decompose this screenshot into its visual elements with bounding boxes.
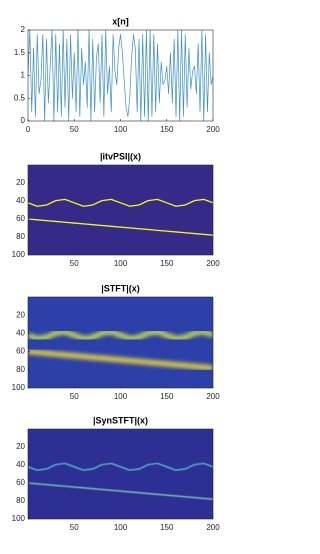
x-tick-label: 200 bbox=[206, 259, 220, 268]
y-tick-label: 20 bbox=[16, 178, 25, 187]
y-tick-label: 80 bbox=[16, 496, 25, 505]
y-tick-label: 1.5 bbox=[14, 48, 26, 57]
y-tick-label: 60 bbox=[16, 214, 25, 223]
data-line bbox=[28, 329, 213, 342]
y-tick-label: 100 bbox=[12, 250, 26, 259]
plot-background bbox=[28, 165, 213, 255]
y-tick-label: 1 bbox=[21, 71, 26, 80]
x-tick-label: 200 bbox=[206, 125, 220, 134]
x-tick-label: 200 bbox=[206, 392, 220, 401]
chart-title: |SynSTFT|(x) bbox=[93, 415, 148, 425]
chart-title: x[n] bbox=[112, 16, 129, 26]
x-tick-label: 0 bbox=[26, 125, 31, 134]
x-tick-label: 150 bbox=[160, 259, 174, 268]
y-tick-label: 20 bbox=[16, 442, 25, 451]
x-tick-label: 100 bbox=[114, 125, 128, 134]
y-tick-label: 40 bbox=[16, 329, 25, 338]
plot-area bbox=[28, 30, 213, 121]
x-tick-label: 150 bbox=[160, 125, 174, 134]
y-tick-label: 80 bbox=[16, 365, 25, 374]
data-line bbox=[28, 482, 213, 500]
y-tick-label: 60 bbox=[16, 478, 25, 487]
x-tick-label: 100 bbox=[114, 392, 128, 401]
y-tick-label: 60 bbox=[16, 347, 25, 356]
plot-area bbox=[28, 198, 213, 236]
x-tick-label: 150 bbox=[160, 523, 174, 532]
y-tick-label: 40 bbox=[16, 460, 25, 469]
y-tick-label: 80 bbox=[16, 232, 25, 241]
x-tick-label: 200 bbox=[206, 523, 220, 532]
y-tick-label: 20 bbox=[16, 310, 25, 319]
plot-background bbox=[28, 297, 213, 388]
y-tick-label: 100 bbox=[12, 514, 26, 523]
plot-area bbox=[28, 462, 213, 500]
x-tick-label: 50 bbox=[70, 523, 79, 532]
figure: x[n] 0 50 100 150 200 0 0.5 1 1.5 2 |itvPSI|(x) 50 10… bbox=[12, 16, 221, 532]
x-tick-label: 100 bbox=[114, 523, 128, 532]
chart-title: |itvPSI|(x) bbox=[100, 151, 141, 161]
y-tick-label: 0.5 bbox=[14, 93, 26, 102]
x-tick-label: 50 bbox=[70, 125, 79, 134]
plot-background bbox=[28, 429, 213, 519]
x-tick-label: 50 bbox=[70, 259, 79, 268]
data-line bbox=[28, 198, 213, 207]
plot-area bbox=[28, 329, 213, 371]
y-tick-label: 2 bbox=[21, 25, 26, 34]
x-tick-label: 150 bbox=[160, 392, 174, 401]
x-tick-label: 100 bbox=[114, 259, 128, 268]
data-line bbox=[28, 218, 213, 236]
x-tick-label: 50 bbox=[70, 392, 79, 401]
y-tick-label: 100 bbox=[12, 383, 26, 392]
data-line bbox=[28, 462, 213, 471]
data-line bbox=[28, 30, 213, 121]
y-tick-label: 40 bbox=[16, 196, 25, 205]
y-tick-label: 0 bbox=[21, 116, 26, 125]
data-line bbox=[28, 349, 213, 371]
chart-title: |STFT|(x) bbox=[101, 283, 140, 293]
